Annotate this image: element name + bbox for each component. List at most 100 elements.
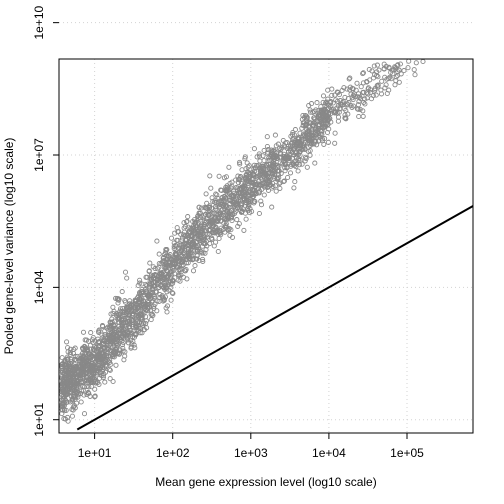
data-point xyxy=(397,61,403,67)
data-point xyxy=(111,323,117,329)
data-point xyxy=(292,127,298,133)
data-point xyxy=(308,133,315,139)
data-point xyxy=(305,148,311,154)
data-point xyxy=(197,238,203,244)
data-point xyxy=(261,158,267,164)
data-point xyxy=(153,289,159,295)
data-point xyxy=(405,65,411,71)
data-point xyxy=(390,71,396,77)
data-point xyxy=(255,186,262,192)
data-point xyxy=(140,322,146,328)
data-point xyxy=(113,347,119,353)
data-point xyxy=(213,191,219,197)
data-point xyxy=(110,378,116,385)
data-point xyxy=(316,123,322,129)
data-point xyxy=(161,295,167,301)
data-point xyxy=(275,141,281,147)
data-point xyxy=(256,153,263,159)
data-point xyxy=(154,278,160,284)
data-point xyxy=(378,91,385,97)
data-point xyxy=(137,296,143,302)
data-point xyxy=(373,92,379,98)
data-point xyxy=(312,160,318,166)
data-point xyxy=(260,153,266,159)
data-point xyxy=(77,367,83,373)
data-point xyxy=(317,122,323,128)
data-point xyxy=(72,405,78,411)
data-point xyxy=(168,268,174,274)
data-point xyxy=(285,174,291,181)
data-point xyxy=(293,161,300,167)
data-point xyxy=(188,230,194,236)
data-point xyxy=(319,107,325,113)
data-point xyxy=(183,266,189,273)
data-point xyxy=(137,277,143,283)
data-point xyxy=(78,353,84,359)
data-point xyxy=(99,323,106,329)
data-point xyxy=(243,216,249,222)
data-point xyxy=(271,160,277,167)
data-point xyxy=(119,322,125,328)
reference-line xyxy=(76,205,474,431)
data-point xyxy=(228,208,234,214)
data-point xyxy=(200,225,206,231)
data-point xyxy=(102,369,109,375)
data-point xyxy=(91,378,97,384)
data-point xyxy=(174,252,180,258)
data-point xyxy=(335,118,341,124)
data-point xyxy=(169,290,175,296)
data-point xyxy=(192,263,198,269)
data-point xyxy=(112,329,118,335)
data-point xyxy=(121,357,127,363)
data-point xyxy=(254,154,260,160)
data-point xyxy=(274,155,280,161)
data-point xyxy=(357,106,363,112)
data-point xyxy=(59,355,65,361)
data-point xyxy=(210,223,216,229)
data-point xyxy=(396,79,402,85)
y-tick-label: 1e+01 xyxy=(32,403,46,437)
data-point xyxy=(245,183,251,189)
data-point xyxy=(106,333,112,339)
data-point xyxy=(269,173,275,179)
data-point xyxy=(282,165,288,171)
data-point xyxy=(117,308,123,314)
data-point xyxy=(411,67,417,73)
data-point xyxy=(185,224,191,230)
data-point xyxy=(107,367,113,373)
data-point xyxy=(379,78,385,84)
data-point xyxy=(178,249,184,255)
data-point xyxy=(374,62,380,68)
data-point xyxy=(135,320,141,326)
data-point xyxy=(258,198,264,204)
data-point xyxy=(63,367,70,373)
data-point xyxy=(64,354,70,360)
data-point xyxy=(308,101,315,107)
data-point xyxy=(251,146,257,152)
data-point xyxy=(136,293,142,299)
data-point xyxy=(368,96,375,102)
data-point xyxy=(281,178,287,184)
data-point xyxy=(207,173,213,179)
data-point xyxy=(148,317,154,323)
data-point xyxy=(231,192,237,199)
data-point xyxy=(132,298,138,304)
data-point xyxy=(59,369,65,376)
data-point xyxy=(72,387,78,393)
data-point xyxy=(179,246,185,252)
data-point xyxy=(88,362,94,368)
data-point xyxy=(141,327,147,333)
data-point xyxy=(375,84,381,90)
data-point xyxy=(156,273,162,279)
data-point xyxy=(156,264,162,270)
data-point xyxy=(332,140,338,146)
data-point xyxy=(365,91,371,97)
data-point xyxy=(173,257,179,263)
data-point xyxy=(299,125,305,131)
data-point xyxy=(238,198,244,204)
data-point xyxy=(206,227,212,233)
data-point xyxy=(64,399,70,405)
data-point xyxy=(120,345,126,351)
data-point xyxy=(91,371,97,377)
data-point xyxy=(264,166,271,172)
